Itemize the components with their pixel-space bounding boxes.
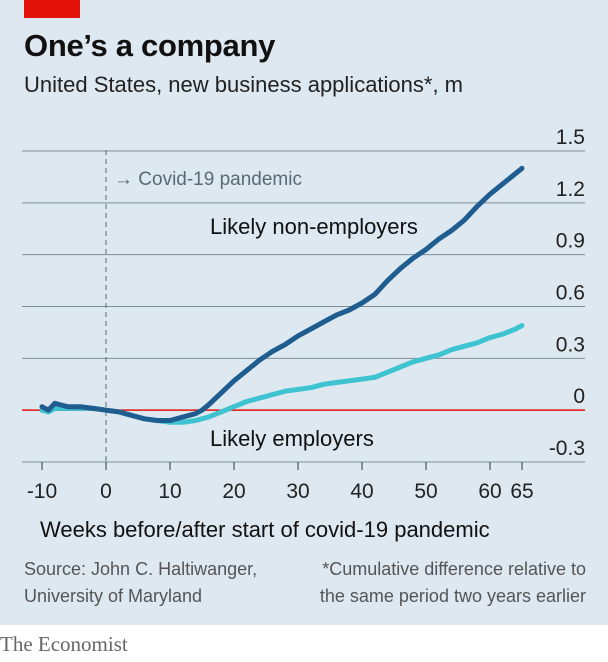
footnote: *Cumulative difference relative to the s… — [320, 556, 586, 610]
footnote-line-2: the same period two years earlier — [319, 586, 586, 606]
brand-red-tag — [24, 0, 80, 18]
x-tick-label: 50 — [414, 480, 437, 503]
series-label-non-employers: Likely non-employers — [210, 214, 418, 239]
y-tick-label: -0.3 — [549, 437, 585, 460]
x-tick-label: 0 — [100, 480, 112, 503]
y-tick-label: 0 — [573, 385, 585, 408]
series-line-employers — [39, 323, 525, 425]
y-tick-label: 0.6 — [556, 282, 585, 305]
pandemic-annotation: → Covid-19 pandemic — [105, 150, 302, 462]
series-line-non-employers — [39, 165, 525, 423]
axis-ticks: -0.3 0 0.3 0.6 0.9 1.2 1.5 -10 0 10 20 30 40 50 60 65 — [27, 126, 585, 503]
x-tick-label: 40 — [350, 480, 373, 503]
pandemic-annotation-label: → Covid-19 pandemic — [114, 169, 302, 190]
gridlines — [22, 150, 585, 463]
source-line-1: Source: John C. Haltiwanger, — [24, 559, 258, 579]
x-tick-label: 20 — [222, 480, 245, 503]
y-tick-label: 0.3 — [556, 333, 585, 356]
x-tick-label: 10 — [158, 480, 181, 503]
source-line-2: University of Maryland — [24, 586, 203, 606]
source-note: Source: John C. Haltiwanger, University … — [24, 556, 257, 610]
series-label-employers: Likely employers — [210, 426, 374, 451]
x-tick-label: -10 — [27, 480, 57, 503]
y-tick-label: 1.5 — [556, 126, 585, 149]
y-tick-label: 0.9 — [556, 230, 585, 253]
chart-panel — [0, 0, 608, 625]
brand-logo-text: The Economist — [0, 632, 128, 656]
x-tick-label: 60 — [478, 480, 501, 503]
footnote-line-1: *Cumulative difference relative to — [322, 559, 586, 579]
chart-subtitle: United States, new business applications… — [24, 72, 464, 97]
x-tick-label: 65 — [510, 480, 533, 503]
x-axis-label: Weeks before/after start of covid-19 pan… — [40, 517, 490, 542]
x-tick-label: 30 — [286, 480, 309, 503]
series-lines — [39, 165, 525, 425]
chart-title: One’s a company — [24, 28, 276, 63]
line-chart: → Covid-19 pandemic -0.3 0 0.3 0.6 0.9 1.2 1.5… — [22, 126, 585, 542]
y-tick-label: 1.2 — [556, 178, 585, 201]
